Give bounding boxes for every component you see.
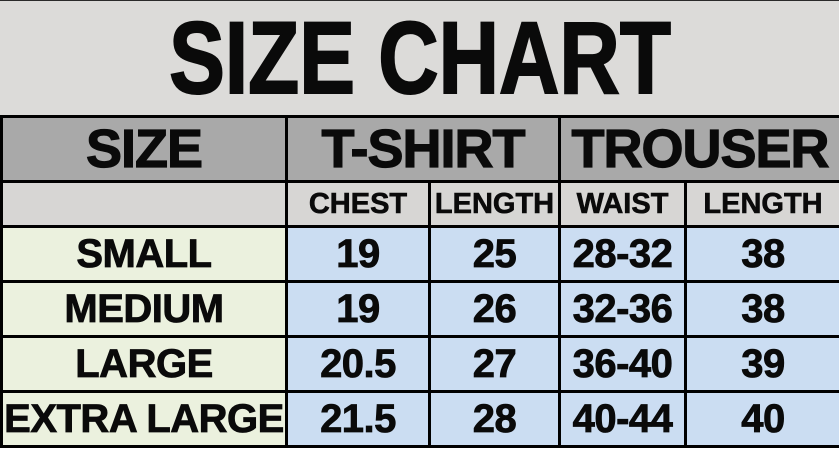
table-row-large: LARGE 20.5 27 36-40 39 xyxy=(0,335,839,393)
trouser-length-value: 40 xyxy=(683,390,839,448)
size-table: SIZE T-SHIRT TROUSER CHEST LENGTH WAIST … xyxy=(0,115,839,448)
size-label: SMALL xyxy=(0,225,288,283)
chest-value: 19 xyxy=(285,280,431,338)
col-header-trouser: TROUSER xyxy=(557,115,839,183)
col-header-size: SIZE xyxy=(0,115,288,183)
tshirt-length-value: 25 xyxy=(428,225,561,283)
table-row-small: SMALL 19 25 28-32 38 xyxy=(0,225,839,283)
subheader-tshirt-length: LENGTH xyxy=(428,180,561,228)
waist-value: 40-44 xyxy=(558,390,687,448)
subheader-row: CHEST LENGTH WAIST LENGTH xyxy=(0,180,839,228)
tshirt-length-value: 27 xyxy=(428,335,561,393)
trouser-length-value: 38 xyxy=(683,225,839,283)
trouser-length-value: 39 xyxy=(683,335,839,393)
header-row: SIZE T-SHIRT TROUSER xyxy=(0,115,839,183)
table-row-extra-large: EXTRA LARGE 21.5 28 40-44 40 xyxy=(0,390,839,448)
waist-value: 32-36 xyxy=(558,280,687,338)
chest-value: 21.5 xyxy=(285,390,431,448)
waist-value: 28-32 xyxy=(558,225,687,283)
page-title: SIZE CHART xyxy=(168,1,671,115)
subheader-chest: CHEST xyxy=(285,180,431,228)
waist-value: 36-40 xyxy=(558,335,687,393)
size-label: LARGE xyxy=(0,335,288,393)
chest-value: 19 xyxy=(285,225,431,283)
tshirt-length-value: 26 xyxy=(428,280,561,338)
title-band: SIZE CHART xyxy=(0,1,839,115)
table-row-medium: MEDIUM 19 26 32-36 38 xyxy=(0,280,839,338)
chest-value: 20.5 xyxy=(285,335,431,393)
subheader-empty-cell xyxy=(0,180,288,228)
col-header-tshirt: T-SHIRT xyxy=(285,115,561,183)
subheader-trouser-length: LENGTH xyxy=(683,180,839,228)
trouser-length-value: 38 xyxy=(683,280,839,338)
subheader-waist: WAIST xyxy=(558,180,687,228)
size-label: MEDIUM xyxy=(0,280,288,338)
size-label: EXTRA LARGE xyxy=(0,390,288,448)
tshirt-length-value: 28 xyxy=(428,390,561,448)
